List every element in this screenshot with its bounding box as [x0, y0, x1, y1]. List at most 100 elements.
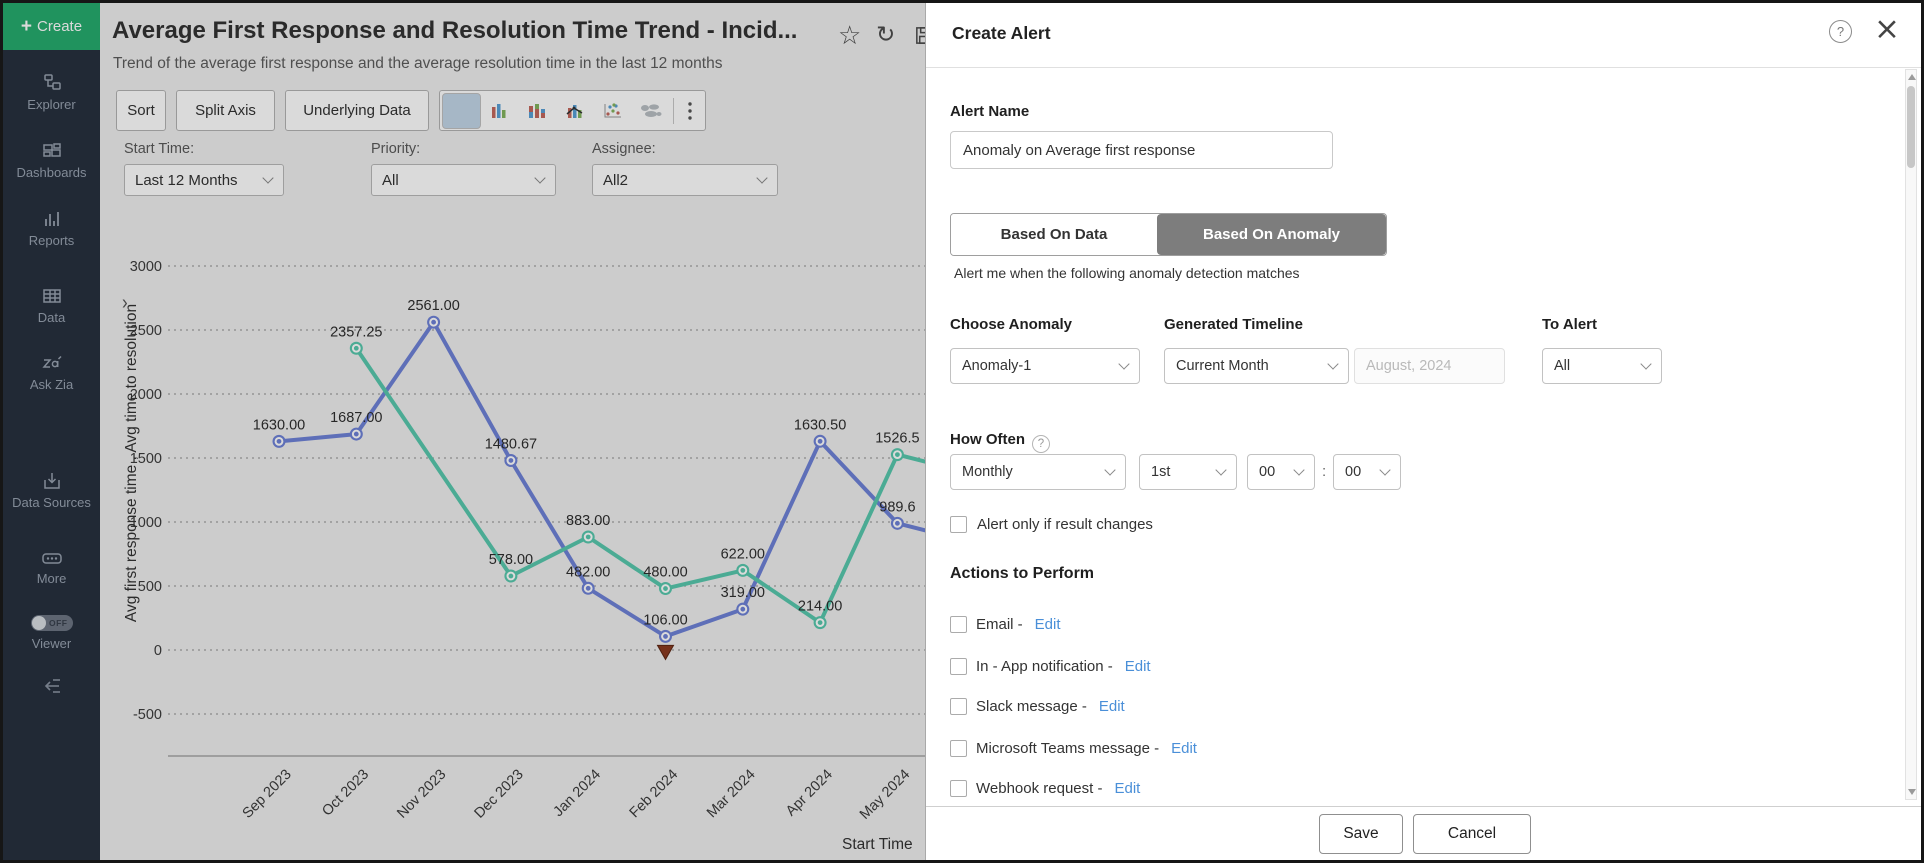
kebab-menu-icon[interactable]: [677, 91, 703, 130]
dashboards-icon: [3, 141, 100, 161]
svg-text:319.00: 319.00: [721, 585, 765, 601]
stacked-bar-chart-icon[interactable]: [518, 91, 556, 130]
how-often-label: How Often?: [950, 431, 1050, 453]
svg-text:Jan 2024: Jan 2024: [551, 767, 605, 821]
svg-text:622.00: 622.00: [721, 546, 765, 562]
filter-priority-select[interactable]: All: [371, 164, 556, 196]
chevron-down-icon: [1379, 464, 1391, 476]
chevron-down-icon: [1118, 358, 1130, 370]
viewer-toggle[interactable]: OFF Viewer: [3, 615, 100, 651]
alert-only-row: Alert only if result changes: [950, 516, 1153, 533]
svg-text:Mar 2024: Mar 2024: [704, 767, 759, 822]
generated-timeline-select[interactable]: Current Month: [1164, 348, 1349, 384]
save-button[interactable]: Save: [1319, 814, 1403, 854]
svg-text:214.00: 214.00: [798, 599, 842, 615]
underlying-data-button[interactable]: Underlying Data: [285, 90, 429, 131]
scatter-chart-icon[interactable]: [594, 91, 632, 130]
split-axis-button[interactable]: Split Axis: [176, 90, 275, 131]
collapse-sidebar-icon[interactable]: [3, 675, 100, 702]
trend-line-chart: 3000 2500 2000 1500 1000 500 0 -500 Sep 2023 Oct …: [123, 259, 925, 853]
ask-zia-icon: [3, 353, 100, 373]
chevron-down-icon: [1104, 464, 1116, 476]
svg-text:Sep 2023: Sep 2023: [240, 767, 295, 822]
scroll-up-icon[interactable]: [1908, 74, 1916, 80]
create-button[interactable]: + Create: [3, 3, 100, 50]
help-icon[interactable]: ?: [1032, 435, 1050, 453]
svg-text:-500: -500: [133, 707, 162, 723]
hour-select[interactable]: 00: [1247, 454, 1315, 490]
chevron-down-icon: [756, 172, 768, 184]
generated-timeline-label: Generated Timeline: [1164, 316, 1303, 333]
edit-link[interactable]: Edit: [1034, 616, 1061, 633]
alert-name-input[interactable]: [950, 131, 1333, 169]
favorite-star-icon[interactable]: ☆: [838, 21, 862, 51]
bar-chart-icon[interactable]: [480, 91, 518, 130]
help-icon[interactable]: ?: [1829, 20, 1852, 43]
data-icon: [3, 286, 100, 306]
filter-assignee-select[interactable]: All2: [592, 164, 778, 196]
svg-text:482.00: 482.00: [566, 564, 610, 580]
cancel-button[interactable]: Cancel: [1413, 814, 1531, 854]
chart-type-toolbar: [439, 90, 706, 131]
day-select[interactable]: 1st: [1139, 454, 1237, 490]
edit-link[interactable]: Edit: [1124, 658, 1151, 675]
alert-only-label: Alert only if result changes: [977, 516, 1153, 533]
tab-based-on-data[interactable]: Based On Data: [951, 214, 1157, 255]
map-chart-icon[interactable]: [632, 91, 670, 130]
svg-text:1000: 1000: [130, 515, 162, 531]
axis-expand-chevron-icon[interactable]: ›: [122, 291, 128, 314]
to-alert-select[interactable]: All: [1542, 348, 1662, 384]
sidebar-item-data[interactable]: Data: [3, 286, 100, 327]
action-checkbox[interactable]: [950, 658, 967, 675]
sidebar-item-dashboards[interactable]: Dashboards: [3, 141, 100, 182]
timeline-date-field: August, 2024: [1354, 348, 1505, 384]
sidebar-item-explorer[interactable]: Explorer: [3, 73, 100, 114]
sidebar-item-more[interactable]: More: [3, 549, 100, 588]
svg-text:989.6: 989.6: [879, 499, 915, 515]
alert-only-checkbox[interactable]: [950, 516, 967, 533]
scrollbar-thumb[interactable]: [1907, 86, 1915, 168]
sort-button[interactable]: Sort: [116, 90, 166, 131]
choose-anomaly-label: Choose Anomaly: [950, 316, 1072, 333]
filter-label: Start Time:: [124, 141, 195, 157]
tab-based-on-anomaly[interactable]: Based On Anomaly: [1157, 214, 1386, 255]
edit-link[interactable]: Edit: [1171, 740, 1197, 757]
chevron-down-icon: [534, 172, 546, 184]
edit-link[interactable]: Edit: [1098, 698, 1125, 715]
action-row: Microsoft Teams message - Edit: [950, 740, 1197, 757]
action-checkbox[interactable]: [950, 698, 967, 715]
explorer-icon: [3, 73, 100, 93]
close-icon[interactable]: ×: [1874, 11, 1900, 47]
svg-text:2000: 2000: [130, 387, 162, 403]
alert-type-tabs: Based On Data Based On Anomaly: [950, 213, 1387, 256]
filter: Start Time: Last 12 Months: [124, 141, 284, 196]
sidebar-item-ask-zia[interactable]: Ask Zia: [3, 353, 100, 394]
minute-select[interactable]: 00: [1333, 454, 1401, 490]
actions-heading: Actions to Perform: [950, 565, 1095, 582]
create-alert-panel: Create Alert ? × Alert Name Based On Dat…: [925, 3, 1921, 860]
action-checkbox[interactable]: [950, 740, 967, 757]
refresh-icon[interactable]: ↻: [876, 22, 896, 48]
sidebar-item-reports[interactable]: Reports: [3, 209, 100, 250]
svg-text:1630.00: 1630.00: [253, 417, 305, 433]
action-checkbox[interactable]: [950, 616, 967, 633]
svg-text:480.00: 480.00: [643, 565, 687, 581]
scroll-down-icon[interactable]: [1908, 789, 1916, 795]
edit-link[interactable]: Edit: [1114, 780, 1141, 797]
svg-text:106.00: 106.00: [643, 612, 687, 628]
choose-anomaly-select[interactable]: Anomaly-1: [950, 348, 1140, 384]
sidebar-item-data-sources[interactable]: Data Sources: [3, 471, 100, 512]
filter: Assignee: All2: [592, 141, 778, 196]
filter-starttime-select[interactable]: Last 12 Months: [124, 164, 284, 196]
svg-text:2357.25: 2357.25: [330, 324, 382, 340]
panel-scrollbar[interactable]: [1905, 69, 1917, 800]
action-checkbox[interactable]: [950, 780, 967, 797]
svg-text:2561.00: 2561.00: [407, 298, 459, 314]
line-chart-icon[interactable]: [442, 92, 481, 129]
combo-chart-icon[interactable]: [556, 91, 594, 130]
action-row: Webhook request - Edit: [950, 780, 1140, 797]
frequency-select[interactable]: Monthly: [950, 454, 1126, 490]
viewer-toggle-switch[interactable]: OFF: [30, 615, 73, 631]
svg-text:Feb 2024: Feb 2024: [627, 767, 682, 822]
